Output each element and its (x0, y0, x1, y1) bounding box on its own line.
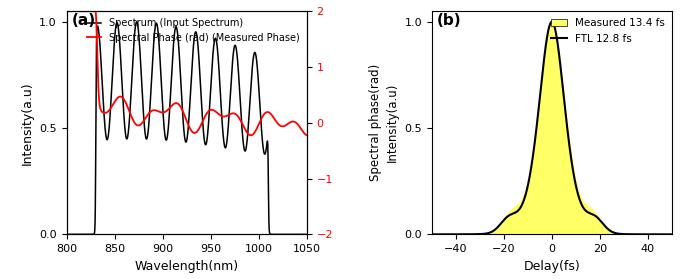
Y-axis label: Spectral phase(rad)
Intensity(a.u): Spectral phase(rad) Intensity(a.u) (369, 64, 399, 181)
Text: (b): (b) (437, 13, 461, 28)
X-axis label: Delay(fs): Delay(fs) (524, 260, 580, 273)
Y-axis label: Intensity(a.u): Intensity(a.u) (20, 81, 34, 165)
X-axis label: Wavelength(nm): Wavelength(nm) (134, 260, 239, 273)
Legend: Measured 13.4 fs, FTL 12.8 fs: Measured 13.4 fs, FTL 12.8 fs (547, 14, 669, 48)
Legend: Spectrum (Input Spectrum), Spectral Phase (rad) (Measured Phase): Spectrum (Input Spectrum), Spectral Phas… (83, 14, 304, 47)
Text: (a): (a) (71, 13, 95, 28)
